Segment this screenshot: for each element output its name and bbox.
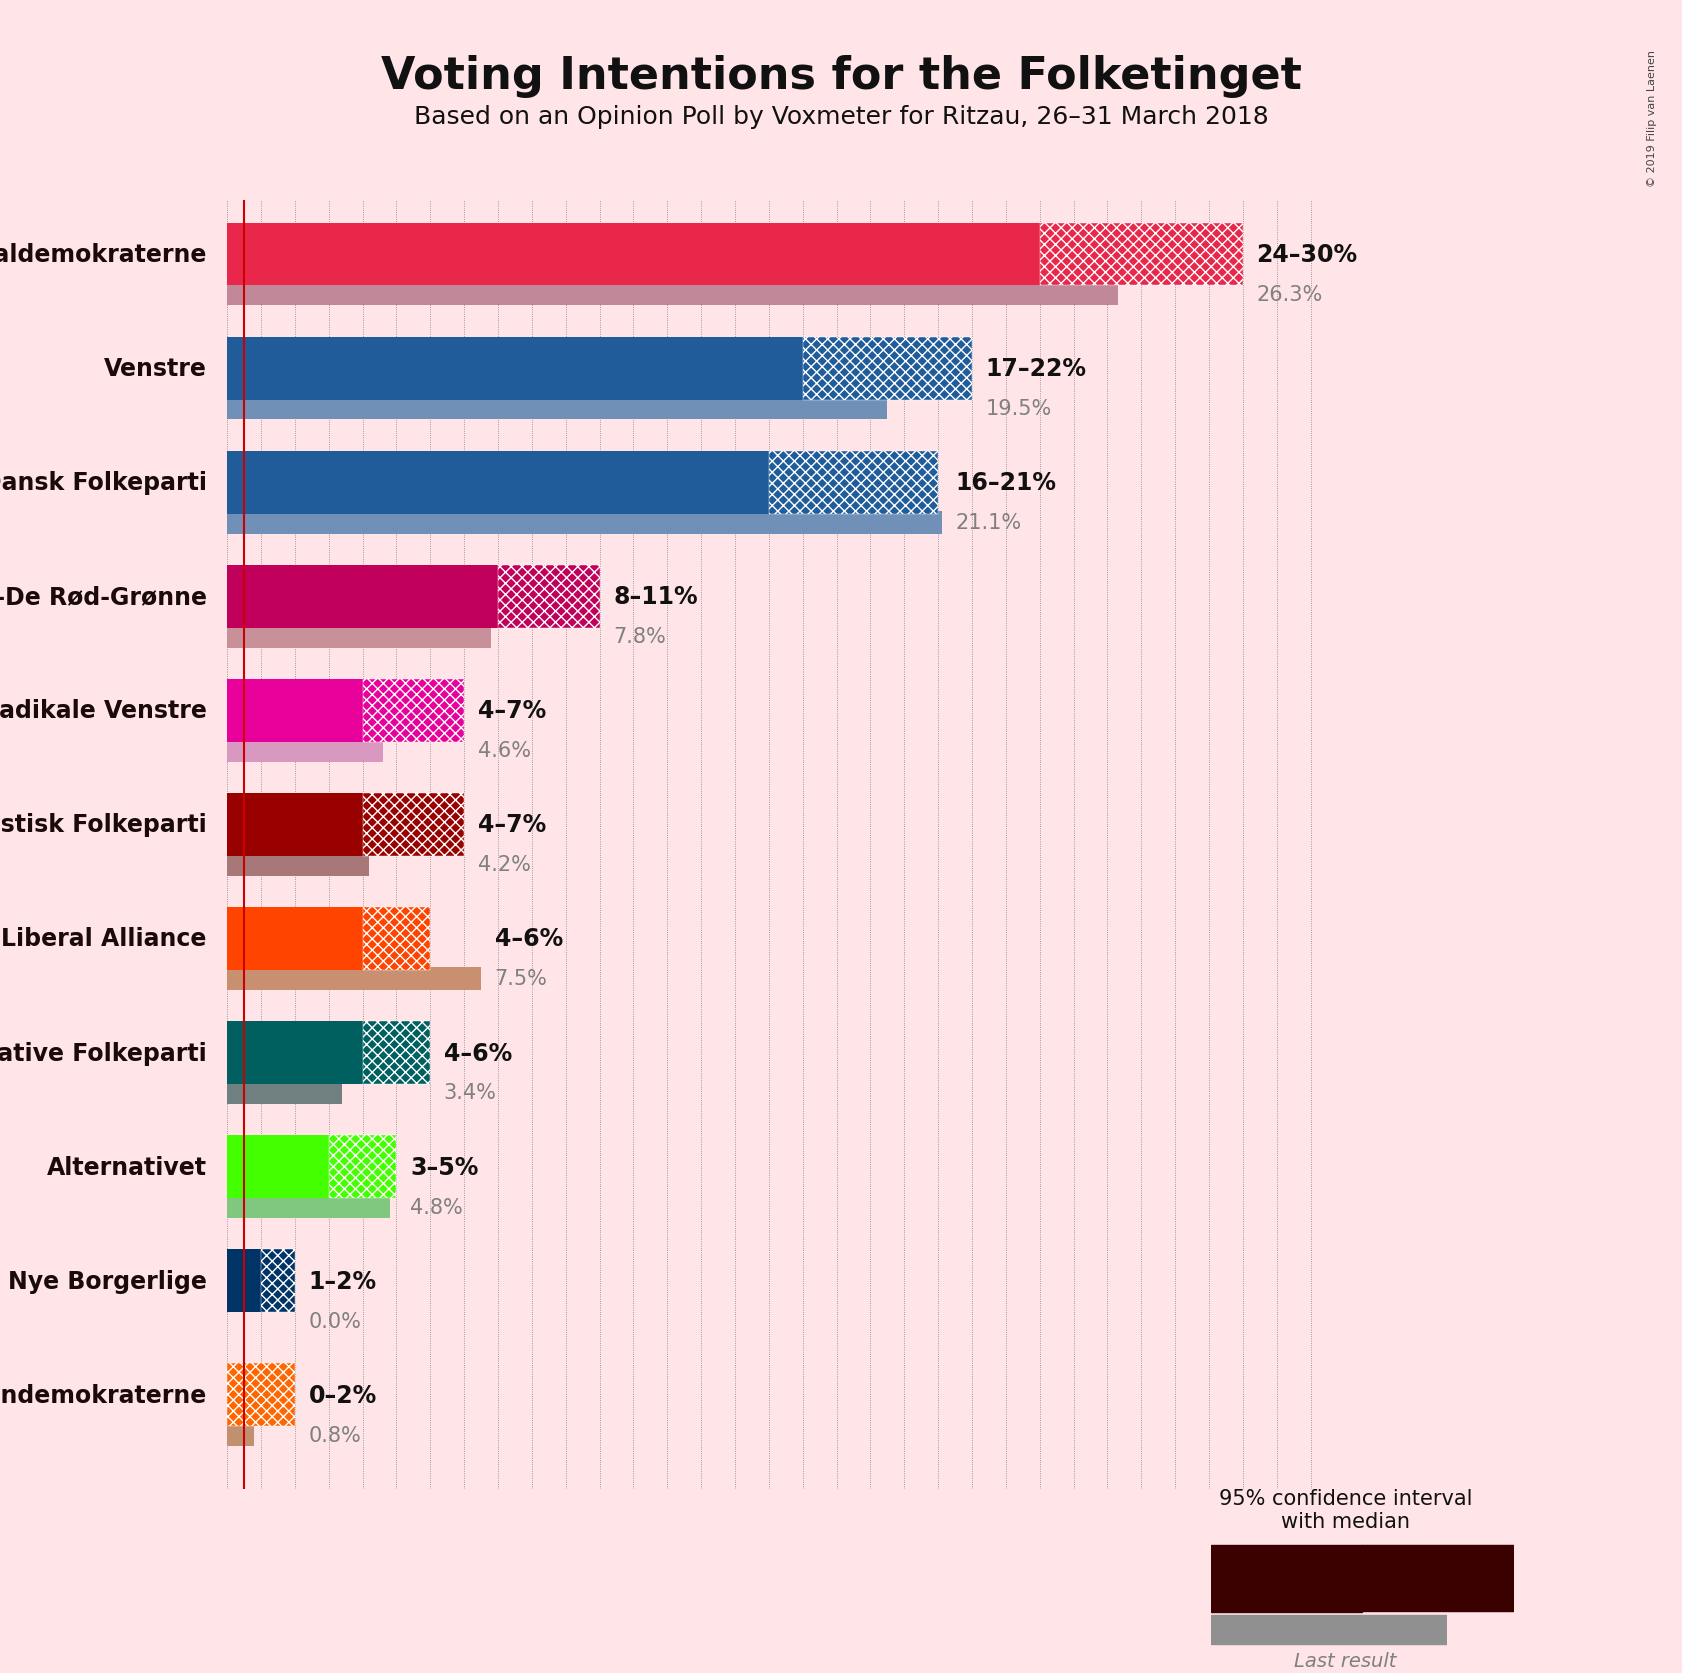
Bar xyxy=(227,1081,343,1104)
Text: 1–2%: 1–2% xyxy=(308,1268,377,1293)
Bar xyxy=(227,224,1039,286)
Text: Radikale Venstre: Radikale Venstre xyxy=(0,699,207,723)
Text: 19.5%: 19.5% xyxy=(986,398,1051,418)
Text: 3.4%: 3.4% xyxy=(444,1082,496,1103)
Text: Alternativet: Alternativet xyxy=(47,1154,207,1179)
Bar xyxy=(498,565,599,629)
Text: 17–22%: 17–22% xyxy=(986,356,1087,381)
Text: Kristendemokraterne: Kristendemokraterne xyxy=(0,1384,207,1407)
Text: 4.8%: 4.8% xyxy=(410,1196,463,1216)
Bar xyxy=(261,1250,294,1312)
Bar xyxy=(363,907,431,970)
Text: 7.8%: 7.8% xyxy=(614,627,666,647)
Text: Voting Intentions for the Folketinget: Voting Intentions for the Folketinget xyxy=(380,55,1302,99)
Bar xyxy=(363,793,464,857)
Bar xyxy=(227,853,370,877)
Bar xyxy=(227,626,491,647)
Bar xyxy=(227,1196,390,1218)
Bar xyxy=(227,565,498,629)
Bar xyxy=(227,739,383,763)
Bar xyxy=(769,452,939,514)
Text: Liberal Alliance: Liberal Alliance xyxy=(2,927,207,950)
Bar xyxy=(227,283,1117,306)
Text: © 2019 Filip van Laenen: © 2019 Filip van Laenen xyxy=(1647,50,1657,187)
Text: 95% confidence interval
with median: 95% confidence interval with median xyxy=(1219,1487,1472,1531)
Text: Nye Borgerlige: Nye Borgerlige xyxy=(8,1268,207,1293)
Text: 4–6%: 4–6% xyxy=(495,927,563,950)
Text: 0.8%: 0.8% xyxy=(308,1425,362,1445)
Bar xyxy=(227,1022,363,1084)
Text: 0.0%: 0.0% xyxy=(308,1312,362,1330)
Text: Det Konservative Folkeparti: Det Konservative Folkeparti xyxy=(0,1041,207,1066)
Bar xyxy=(227,338,802,400)
Bar xyxy=(227,512,942,534)
Text: 3–5%: 3–5% xyxy=(410,1154,478,1179)
Text: Last result: Last result xyxy=(1295,1651,1396,1670)
Text: 16–21%: 16–21% xyxy=(955,470,1056,495)
Bar xyxy=(227,452,769,514)
Bar xyxy=(1039,224,1243,286)
Bar xyxy=(363,679,464,743)
Bar xyxy=(227,967,481,990)
Bar xyxy=(328,1136,397,1198)
Text: 4–7%: 4–7% xyxy=(478,813,547,836)
Bar xyxy=(227,398,888,420)
Bar xyxy=(227,1136,328,1198)
Text: 4.2%: 4.2% xyxy=(478,855,530,875)
Text: 4–6%: 4–6% xyxy=(444,1041,511,1066)
Bar xyxy=(227,1250,261,1312)
Text: 4.6%: 4.6% xyxy=(478,741,532,761)
Text: Enhedslisten–De Rød-Grønne: Enhedslisten–De Rød-Grønne xyxy=(0,586,207,609)
Text: 24–30%: 24–30% xyxy=(1256,243,1357,268)
Bar xyxy=(1211,1614,1447,1645)
Text: 8–11%: 8–11% xyxy=(614,586,698,609)
Bar xyxy=(227,793,363,857)
Text: Venstre: Venstre xyxy=(104,356,207,381)
Bar xyxy=(227,679,363,743)
Text: 26.3%: 26.3% xyxy=(1256,284,1322,304)
Text: 0–2%: 0–2% xyxy=(308,1384,377,1407)
Text: Based on an Opinion Poll by Voxmeter for Ritzau, 26–31 March 2018: Based on an Opinion Poll by Voxmeter for… xyxy=(414,105,1268,129)
Text: 21.1%: 21.1% xyxy=(955,514,1021,532)
Text: Dansk Folkeparti: Dansk Folkeparti xyxy=(0,470,207,495)
Bar xyxy=(227,1424,254,1445)
Text: 4–7%: 4–7% xyxy=(478,699,547,723)
Text: 7.5%: 7.5% xyxy=(495,969,548,989)
Bar xyxy=(1211,1544,1362,1613)
Text: Socialdemokraterne: Socialdemokraterne xyxy=(0,243,207,268)
Text: Socialistisk Folkeparti: Socialistisk Folkeparti xyxy=(0,813,207,836)
Bar xyxy=(227,1363,294,1427)
Bar xyxy=(802,338,972,400)
Bar xyxy=(363,1022,431,1084)
Bar xyxy=(227,907,363,970)
Bar xyxy=(1362,1544,1514,1613)
